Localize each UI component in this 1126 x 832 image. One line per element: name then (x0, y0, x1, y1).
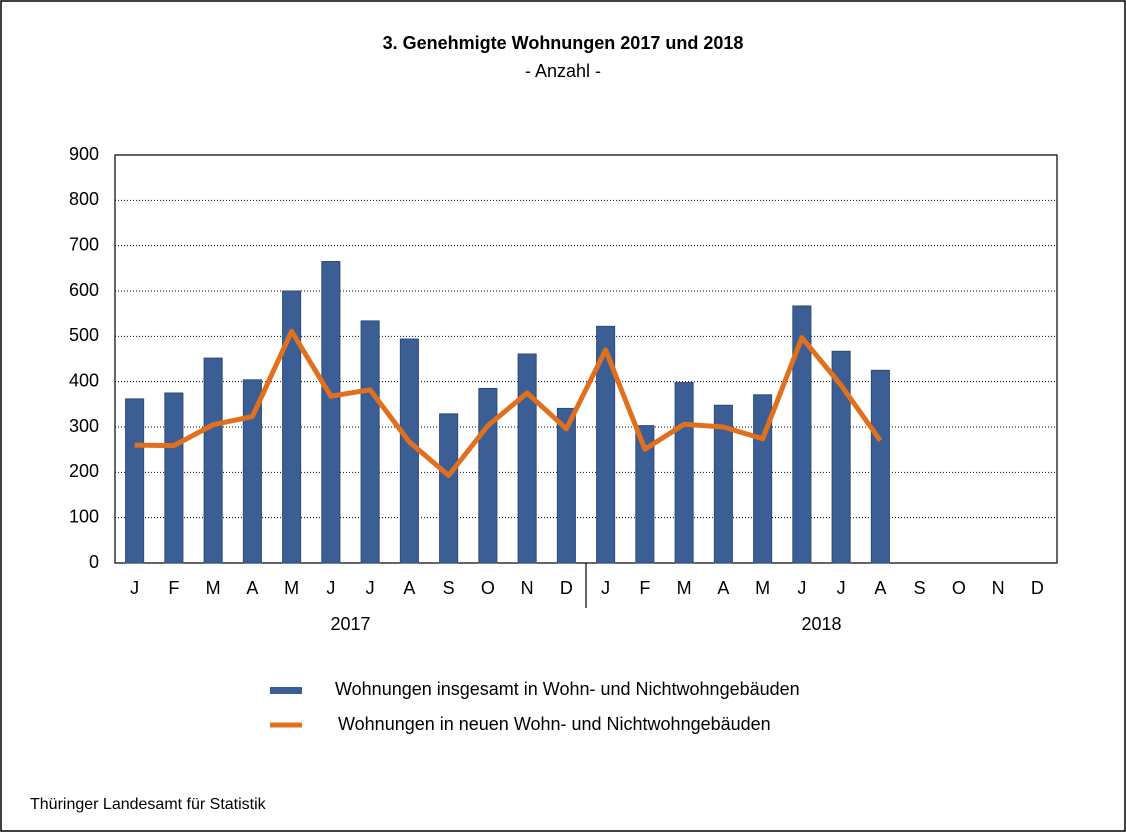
x-tick-label: A (874, 578, 886, 598)
y-tick-label: 100 (69, 506, 99, 526)
bar (360, 320, 380, 564)
x-tick-label: J (366, 578, 375, 598)
bar (242, 379, 262, 564)
x-tick-label: F (168, 578, 179, 598)
x-tick-label: A (246, 578, 258, 598)
chart-title: 3. Genehmigte Wohnungen 2017 und 2018 (383, 33, 744, 53)
x-tick-label: M (284, 578, 299, 598)
legend-label: Wohnungen in neuen Wohn- und Nichtwohnge… (338, 714, 771, 734)
x-tick-label: J (837, 578, 846, 598)
y-tick-label: 600 (69, 280, 99, 300)
line (134, 328, 883, 479)
x-tick-label: M (755, 578, 770, 598)
bar (164, 392, 184, 564)
x-tick-label: F (639, 578, 650, 598)
x-tick-label: S (443, 578, 455, 598)
group-label: 2017 (330, 614, 370, 634)
bar (870, 369, 890, 564)
bar (635, 425, 655, 564)
bar (203, 357, 223, 564)
bar (282, 290, 302, 564)
y-tick-label: 400 (69, 370, 99, 390)
x-tick-label: O (481, 578, 495, 598)
x-tick-label: N (521, 578, 534, 598)
bar (439, 413, 459, 564)
bar (125, 398, 145, 564)
bar (674, 382, 694, 564)
x-tick-label: D (1031, 578, 1044, 598)
x-tick-label: N (992, 578, 1005, 598)
bar (478, 387, 498, 564)
bar (831, 350, 851, 564)
y-tick-label: 300 (69, 416, 99, 436)
bar (321, 261, 341, 564)
x-tick-label: J (797, 578, 806, 598)
bar (517, 353, 537, 564)
x-tick-label: M (206, 578, 221, 598)
y-tick-label: 800 (69, 189, 99, 209)
bar (713, 404, 733, 564)
x-tick-label: A (403, 578, 415, 598)
y-tick-label: 200 (69, 461, 99, 481)
x-tick-label: D (560, 578, 573, 598)
legend-swatch (270, 687, 302, 694)
y-tick-label: 700 (69, 234, 99, 254)
y-tick-label: 500 (69, 325, 99, 345)
bar (399, 338, 419, 564)
bar (556, 407, 576, 564)
y-tick-label: 0 (89, 552, 99, 572)
chart-subtitle: - Anzahl - (525, 61, 601, 81)
y-tick-label: 900 (69, 144, 99, 164)
x-tick-label: J (130, 578, 139, 598)
x-tick-label: J (601, 578, 610, 598)
bar (792, 305, 812, 564)
bar (596, 325, 616, 564)
legend-label: Wohnungen insgesamt in Wohn- und Nichtwo… (335, 679, 800, 699)
x-tick-label: S (914, 578, 926, 598)
source: Thüringer Landesamt für Statistik (30, 796, 267, 813)
x-tick-label: A (717, 578, 729, 598)
x-tick-label: O (952, 578, 966, 598)
x-tick-label: J (326, 578, 335, 598)
group-label: 2018 (801, 614, 841, 634)
x-tick-label: M (677, 578, 692, 598)
